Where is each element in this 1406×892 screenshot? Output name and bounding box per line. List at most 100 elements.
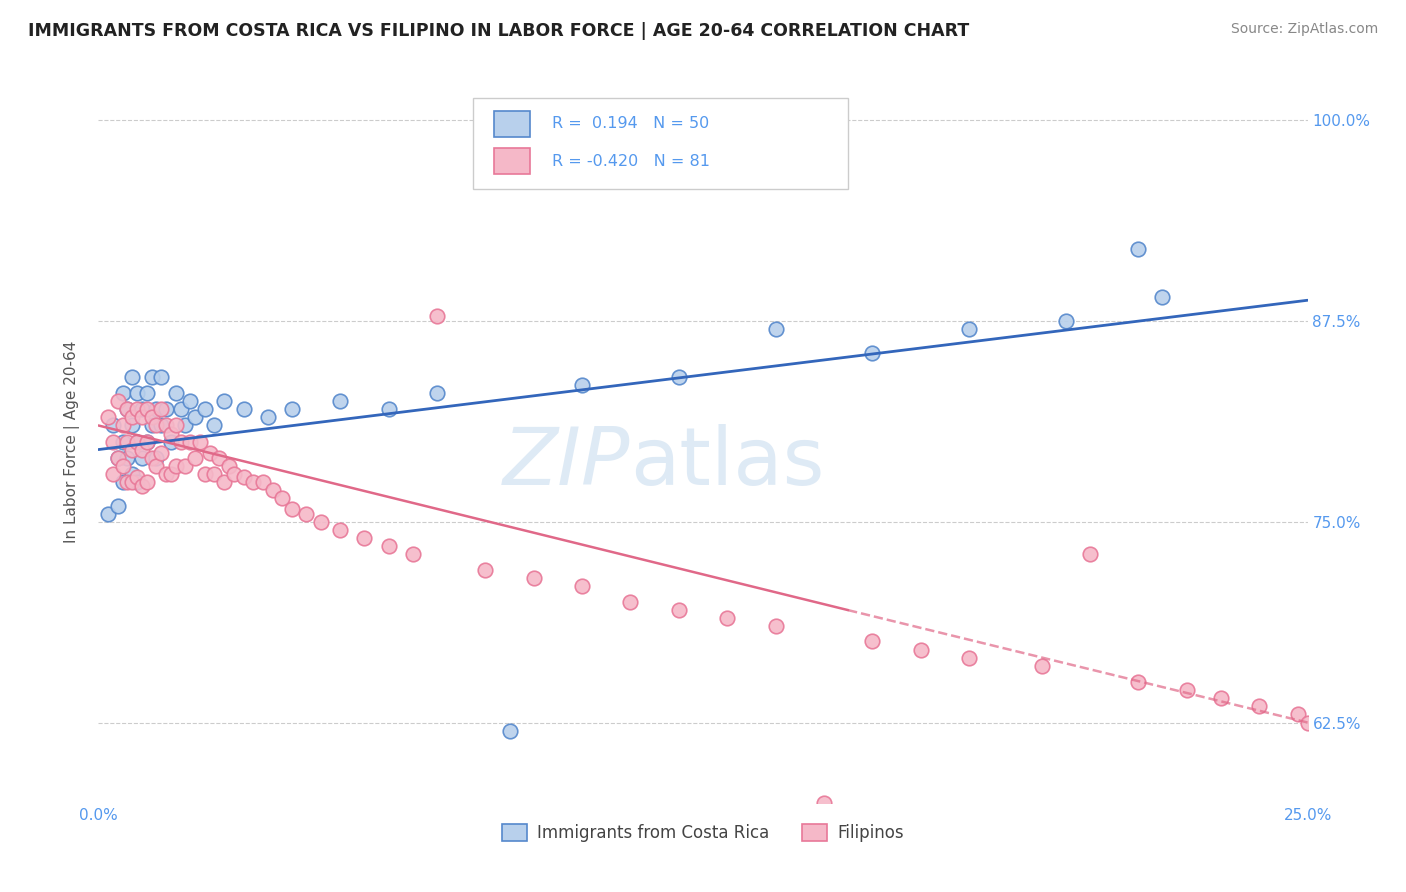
Point	[97, 410, 120, 425]
Point	[101, 467, 124, 481]
Text: ZIP: ZIP	[503, 425, 630, 502]
Point	[131, 442, 153, 457]
Point	[377, 539, 399, 553]
Point	[474, 563, 496, 577]
Point	[131, 410, 153, 425]
Point	[204, 467, 226, 481]
Point	[668, 603, 690, 617]
Point	[160, 434, 183, 449]
Point	[131, 402, 153, 417]
Point	[329, 523, 352, 537]
Point	[860, 346, 883, 360]
Point	[155, 467, 177, 481]
Point	[127, 434, 149, 449]
Point	[117, 450, 139, 465]
Point	[141, 410, 163, 425]
Point	[117, 434, 139, 449]
Point	[571, 378, 593, 392]
Point	[523, 571, 546, 585]
Point	[169, 434, 191, 449]
Point	[150, 370, 173, 384]
Point	[160, 467, 183, 481]
Point	[101, 418, 124, 433]
Point	[1152, 290, 1174, 304]
Point	[107, 450, 129, 465]
Point	[765, 619, 787, 633]
Point	[1031, 659, 1053, 673]
Point	[111, 434, 134, 449]
Point	[212, 394, 235, 409]
Point	[194, 467, 217, 481]
Point	[135, 475, 157, 489]
Text: IMMIGRANTS FROM COSTA RICA VS FILIPINO IN LABOR FORCE | AGE 20-64 CORRELATION CH: IMMIGRANTS FROM COSTA RICA VS FILIPINO I…	[28, 22, 969, 40]
Point	[165, 458, 187, 473]
Point	[117, 402, 139, 417]
Point	[121, 475, 143, 489]
Point	[1296, 715, 1319, 730]
Point	[111, 386, 134, 401]
Point	[1078, 547, 1101, 561]
Point	[111, 458, 134, 473]
Point	[121, 370, 143, 384]
Point	[295, 507, 318, 521]
Point	[256, 410, 278, 425]
Point	[218, 458, 240, 473]
Point	[242, 475, 264, 489]
Point	[141, 370, 163, 384]
Point	[262, 483, 284, 497]
Point	[222, 467, 245, 481]
Point	[1054, 314, 1077, 328]
Point	[165, 418, 187, 433]
Point	[668, 370, 690, 384]
Point	[160, 426, 183, 441]
Text: atlas: atlas	[630, 425, 825, 502]
Point	[179, 394, 201, 409]
Point	[145, 418, 167, 433]
Point	[127, 475, 149, 489]
Point	[957, 322, 980, 336]
Text: R = -0.420   N = 81: R = -0.420 N = 81	[551, 153, 710, 169]
Point	[135, 386, 157, 401]
Point	[150, 402, 173, 417]
Point	[121, 410, 143, 425]
Point	[121, 442, 143, 457]
Point	[426, 386, 449, 401]
Point	[174, 458, 197, 473]
Point	[127, 402, 149, 417]
Point	[377, 402, 399, 417]
Point	[1286, 707, 1309, 722]
Point	[252, 475, 274, 489]
Point	[165, 386, 187, 401]
Point	[169, 402, 191, 417]
Point	[121, 418, 143, 433]
Text: Source: ZipAtlas.com: Source: ZipAtlas.com	[1230, 22, 1378, 37]
Point	[329, 394, 352, 409]
Point	[145, 450, 167, 465]
Point	[1128, 242, 1150, 256]
Point	[212, 475, 235, 489]
Point	[860, 633, 883, 648]
Point	[117, 475, 139, 489]
Y-axis label: In Labor Force | Age 20-64: In Labor Force | Age 20-64	[63, 341, 80, 542]
Point	[107, 394, 129, 409]
Point	[131, 450, 153, 465]
Point	[271, 491, 294, 505]
Point	[232, 470, 254, 484]
Point	[150, 418, 173, 433]
Point	[97, 507, 120, 521]
Point	[309, 515, 332, 529]
Point	[957, 651, 980, 665]
Point	[107, 450, 129, 465]
Point	[194, 402, 217, 417]
Point	[127, 470, 149, 484]
Point	[179, 434, 201, 449]
Point	[198, 446, 221, 460]
Point	[353, 531, 375, 545]
Point	[127, 386, 149, 401]
Point	[281, 502, 304, 516]
Point	[1306, 723, 1329, 738]
Point	[619, 595, 641, 609]
Point	[281, 402, 304, 417]
Point	[127, 434, 149, 449]
Point	[135, 402, 157, 417]
